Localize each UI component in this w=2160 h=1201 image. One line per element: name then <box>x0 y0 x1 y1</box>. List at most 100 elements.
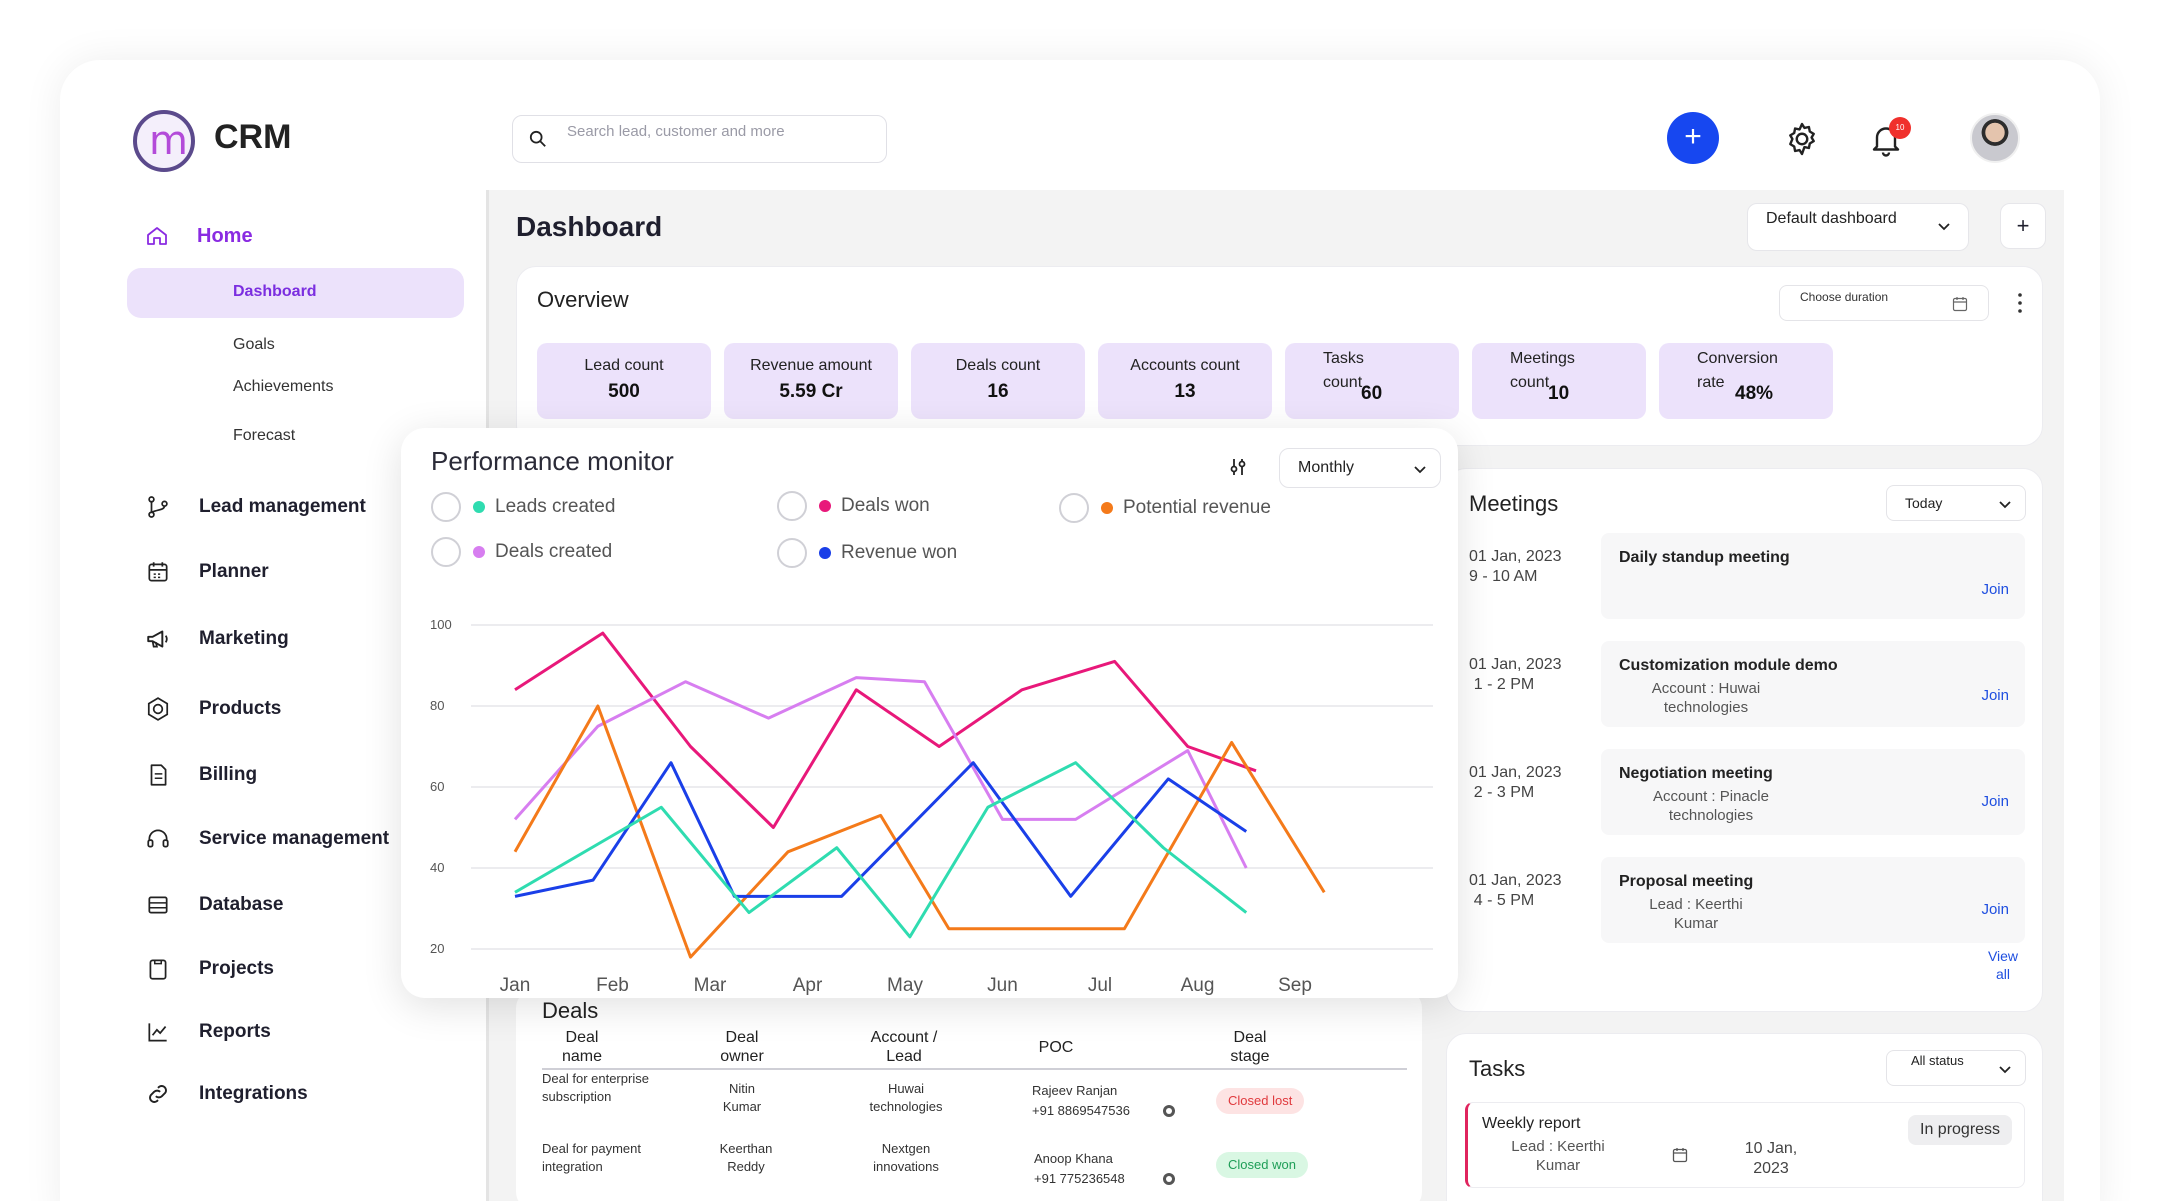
legend-checkbox[interactable] <box>777 538 807 568</box>
sidebar-item-label: Planner <box>199 561 269 582</box>
deal-stage-badge: Closed won <box>1216 1152 1308 1178</box>
legend-checkbox[interactable] <box>1059 493 1089 523</box>
search-input[interactable]: Search lead, customer and more <box>512 115 887 163</box>
calendar-icon <box>1952 297 1968 312</box>
tasks-filter-value: All status <box>1911 1053 1964 1068</box>
performance-monitor-card: Performance monitor Monthly Leads create… <box>401 428 1458 998</box>
legend-deals-created[interactable]: Deals created <box>431 537 612 567</box>
kpi-tasks-count: Tasks count 60 <box>1285 343 1459 419</box>
dashboard-select-value: Default dashboard <box>1766 210 1897 227</box>
table-header: POC <box>1038 1039 1074 1056</box>
legend-dot <box>819 500 831 512</box>
sidebar-item-home[interactable]: Home <box>145 224 253 248</box>
legend-label: Deals created <box>495 541 613 562</box>
meeting-date-text: 01 Jan, 2023 <box>1469 548 1562 565</box>
sidebar-subitem-forecast[interactable]: Forecast <box>233 427 296 444</box>
legend-dot <box>473 501 485 513</box>
sidebar-item-lead-management[interactable]: Lead management <box>145 494 366 520</box>
view-all-link[interactable]: View all <box>1987 948 2019 982</box>
dashboard-select[interactable]: Default dashboard <box>1747 203 1969 251</box>
legend-checkbox[interactable] <box>431 537 461 567</box>
legend-label: Potential revenue <box>1123 497 1271 518</box>
table-cell: Deal for payment integration <box>542 1141 641 1174</box>
megaphone-icon <box>147 630 168 648</box>
meeting-title: Proposal meeting <box>1619 873 1754 890</box>
table-cell: +91 8869547536 <box>1032 1103 1130 1118</box>
sidebar-item-marketing[interactable]: Marketing <box>145 626 289 652</box>
legend-dot <box>1101 502 1113 514</box>
join-link[interactable]: Join <box>1981 581 2009 598</box>
meeting-title: Negotiation meeting <box>1619 765 1773 782</box>
legend-leads-created[interactable]: Leads created <box>431 492 615 522</box>
avatar[interactable] <box>1970 113 2020 163</box>
sidebar-item-service-management[interactable]: Service management <box>145 826 389 852</box>
git-branch-icon <box>148 496 168 518</box>
meetings-card: Meetings Today 01 Jan, 2023 9 - 10 AM Dai… <box>1446 468 2043 1012</box>
meetings-title: Meetings <box>1469 491 1559 516</box>
link-icon <box>149 1085 167 1103</box>
meeting-time-text: 2 - 3 PM <box>1473 784 1535 801</box>
document-icon <box>150 764 167 786</box>
legend-potential-revenue[interactable]: Potential revenue <box>1059 493 1271 523</box>
task-subtitle: Lead : Keerthi Kumar <box>1511 1138 1605 1174</box>
legend-revenue-won[interactable]: Revenue won <box>777 538 957 568</box>
sidebar-item-planner[interactable]: Planner <box>145 559 269 585</box>
page-title: Dashboard <box>516 211 663 242</box>
period-select[interactable]: Monthly <box>1279 448 1441 488</box>
table-cell: Nextgen innovations <box>873 1141 939 1174</box>
meetings-filter-select[interactable]: Today <box>1886 485 2026 521</box>
x-tick-label: Aug <box>1181 975 1215 996</box>
legend-checkbox[interactable] <box>777 491 807 521</box>
x-tick-label: Jul <box>1088 975 1112 996</box>
sidebar-item-reports[interactable]: Reports <box>145 1019 271 1045</box>
join-link[interactable]: Join <box>1981 901 2009 918</box>
sidebar-item-label: Products <box>199 698 282 719</box>
task-item[interactable]: Weekly report Lead : Keerthi Kumar 10 Ja… <box>1465 1102 2025 1188</box>
sidebar-item-label: Service management <box>199 828 390 849</box>
table-header: Deal stage <box>1230 1029 1270 1065</box>
performance-title: Performance monitor <box>431 446 674 476</box>
meeting-subtitle: Lead : Keerthi Kumar <box>1649 896 1743 932</box>
sidebar-subitem-dashboard[interactable]: Dashboard <box>127 268 464 318</box>
join-link[interactable]: Join <box>1981 687 2009 704</box>
sidebar-subitem-goals[interactable]: Goals <box>233 336 275 353</box>
sidebar-item-label: Projects <box>199 958 274 979</box>
gear-icon[interactable] <box>1784 121 1820 157</box>
search-icon <box>529 130 546 147</box>
tasks-filter-select[interactable]: All status <box>1886 1050 2026 1086</box>
add-button[interactable]: + <box>1667 112 1719 164</box>
sidebar-subitem-achievements[interactable]: Achievements <box>233 378 334 395</box>
kpi-label: Accounts count <box>1130 357 1240 374</box>
sidebar-item-products[interactable]: Products <box>145 696 281 722</box>
legend-dot <box>819 547 831 559</box>
table-header: Deal name <box>561 1029 603 1065</box>
whatsapp-icon[interactable] <box>1162 1172 1176 1186</box>
y-tick-label: 60 <box>430 779 444 794</box>
duration-picker[interactable]: Choose duration <box>1779 285 1989 321</box>
kpi-label: Deals count <box>955 357 1041 374</box>
x-tick-label: May <box>887 975 923 996</box>
sidebar-item-integrations[interactable]: Integrations <box>145 1081 308 1107</box>
join-link[interactable]: Join <box>1981 793 2009 810</box>
table-cell: Keerthan Reddy <box>719 1141 773 1174</box>
overview-title: Overview <box>537 287 629 312</box>
x-tick-label: Apr <box>793 975 823 996</box>
meeting-time-text: 9 - 10 AM <box>1469 568 1538 585</box>
kpi-value: 16 <box>987 381 1009 402</box>
filter-sliders-icon[interactable] <box>1227 456 1249 478</box>
whatsapp-icon[interactable] <box>1162 1104 1176 1118</box>
task-title: Weekly report <box>1482 1115 1581 1132</box>
sidebar-item-billing[interactable]: Billing <box>145 762 257 788</box>
meeting-title: Daily standup meeting <box>1619 549 1790 566</box>
series-line-deals-created <box>513 676 1248 869</box>
sidebar-item-projects[interactable]: Projects <box>145 956 274 982</box>
kpi-value: 500 <box>608 381 640 402</box>
more-options-icon[interactable] <box>2017 291 2023 315</box>
y-tick-label: 40 <box>430 860 444 875</box>
kpi-label: Lead count <box>584 357 664 374</box>
add-dashboard-button[interactable]: + <box>2000 203 2046 249</box>
sidebar-item-database[interactable]: Database <box>145 892 284 918</box>
legend-deals-won[interactable]: Deals won <box>777 491 930 521</box>
legend-checkbox[interactable] <box>431 492 461 522</box>
calendar-icon <box>1672 1148 1688 1163</box>
